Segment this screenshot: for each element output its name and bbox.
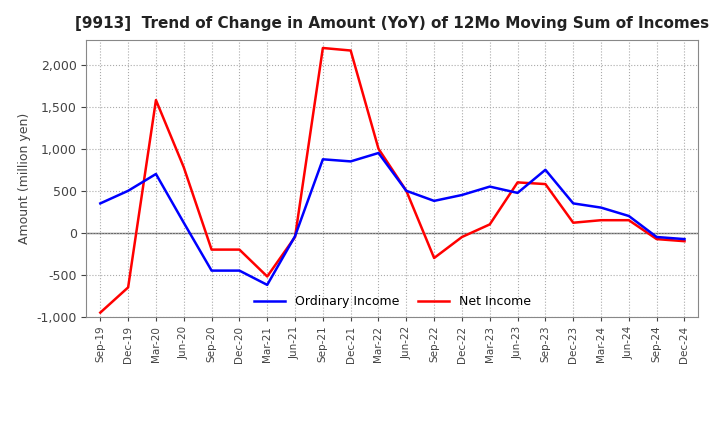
Ordinary Income	[291, 234, 300, 239]
Net Income	[458, 235, 467, 240]
Net Income	[291, 235, 300, 240]
Ordinary Income	[263, 282, 271, 287]
Ordinary Income	[235, 268, 243, 273]
Net Income	[597, 217, 606, 223]
Line: Net Income: Net Income	[100, 48, 685, 312]
Net Income	[652, 236, 661, 242]
Ordinary Income	[374, 150, 383, 156]
Ordinary Income	[485, 184, 494, 189]
Ordinary Income	[569, 201, 577, 206]
Net Income	[207, 247, 216, 252]
Ordinary Income	[597, 205, 606, 210]
Ordinary Income	[541, 167, 550, 172]
Ordinary Income	[152, 171, 161, 176]
Net Income	[124, 285, 132, 290]
Net Income	[318, 45, 327, 51]
Net Income	[624, 217, 633, 223]
Net Income	[374, 146, 383, 151]
Net Income	[541, 181, 550, 187]
Net Income	[152, 97, 161, 103]
Ordinary Income	[680, 236, 689, 242]
Net Income	[569, 220, 577, 225]
Ordinary Income	[458, 192, 467, 198]
Ordinary Income	[96, 201, 104, 206]
Net Income	[430, 255, 438, 260]
Net Income	[179, 165, 188, 170]
Net Income	[235, 247, 243, 252]
Y-axis label: Amount (million yen): Amount (million yen)	[18, 113, 31, 244]
Net Income	[680, 238, 689, 244]
Net Income	[513, 180, 522, 185]
Ordinary Income	[624, 213, 633, 219]
Ordinary Income	[179, 220, 188, 225]
Ordinary Income	[318, 157, 327, 162]
Net Income	[485, 222, 494, 227]
Ordinary Income	[430, 198, 438, 204]
Ordinary Income	[513, 190, 522, 195]
Ordinary Income	[124, 188, 132, 194]
Ordinary Income	[652, 235, 661, 240]
Legend: Ordinary Income, Net Income: Ordinary Income, Net Income	[248, 290, 536, 313]
Ordinary Income	[346, 159, 355, 164]
Net Income	[402, 188, 410, 194]
Line: Ordinary Income: Ordinary Income	[100, 153, 685, 285]
Net Income	[263, 274, 271, 279]
Title: [9913]  Trend of Change in Amount (YoY) of 12Mo Moving Sum of Incomes: [9913] Trend of Change in Amount (YoY) o…	[76, 16, 709, 32]
Ordinary Income	[402, 188, 410, 194]
Net Income	[96, 310, 104, 315]
Ordinary Income	[207, 268, 216, 273]
Net Income	[346, 48, 355, 53]
